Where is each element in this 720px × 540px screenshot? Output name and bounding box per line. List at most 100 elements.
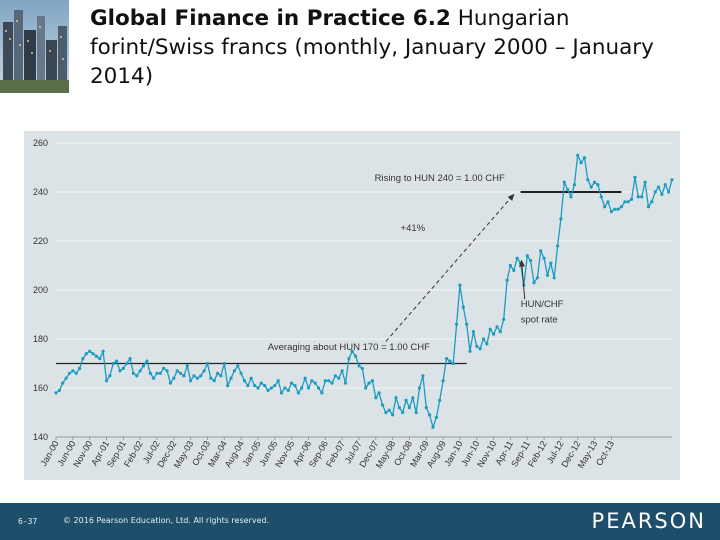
data-point-0 xyxy=(54,391,58,395)
data-point-85 xyxy=(340,369,344,373)
data-point-99 xyxy=(387,408,391,412)
data-point-52 xyxy=(229,376,233,380)
data-point-18 xyxy=(115,359,119,363)
data-point-126 xyxy=(478,347,482,351)
data-point-135 xyxy=(508,263,512,268)
data-point-86 xyxy=(343,381,348,385)
data-point-9 xyxy=(84,352,88,356)
data-point-118 xyxy=(451,361,455,366)
data-point-88 xyxy=(350,349,354,353)
data-point-7 xyxy=(78,366,82,370)
data-point-142 xyxy=(532,281,536,285)
data-point-96 xyxy=(377,391,381,395)
data-point-75 xyxy=(306,386,311,390)
data-point-53 xyxy=(232,369,236,373)
data-point-65 xyxy=(273,384,277,388)
annotation-spot-rate-line1: HUN/CHF xyxy=(521,299,564,310)
data-point-101 xyxy=(394,396,398,400)
data-point-166 xyxy=(613,207,617,211)
data-point-159 xyxy=(589,185,593,189)
data-point-81 xyxy=(327,379,331,383)
data-point-131 xyxy=(495,325,499,329)
data-point-50 xyxy=(222,361,226,366)
data-point-164 xyxy=(606,200,610,204)
data-point-173 xyxy=(636,195,640,199)
data-point-114 xyxy=(438,398,442,402)
data-point-108 xyxy=(417,386,422,390)
data-point-20 xyxy=(121,366,125,370)
data-point-124 xyxy=(471,330,475,334)
data-point-83 xyxy=(333,374,337,378)
data-point-77 xyxy=(313,381,317,385)
footer-bar: 6-37 © 2016 Pearson Education, Ltd. All … xyxy=(0,503,720,540)
data-point-92 xyxy=(364,386,368,390)
data-point-111 xyxy=(428,413,432,417)
data-point-19 xyxy=(118,369,122,373)
data-point-146 xyxy=(545,273,550,277)
data-point-49 xyxy=(219,374,223,378)
data-point-91 xyxy=(360,366,364,370)
data-point-113 xyxy=(434,415,438,419)
data-point-136 xyxy=(512,268,516,272)
data-point-38 xyxy=(182,374,186,378)
data-point-6 xyxy=(74,371,78,375)
data-point-15 xyxy=(104,379,109,383)
data-point-153 xyxy=(569,195,573,199)
data-point-37 xyxy=(178,371,183,375)
y-tick-label-260: 260 xyxy=(33,138,48,148)
data-point-79 xyxy=(320,391,324,395)
data-point-45 xyxy=(205,361,210,366)
spot-rate-arrow xyxy=(519,259,526,300)
reference-label-240: Rising to HUN 240 = 1.00 CHF xyxy=(375,173,505,184)
data-point-10 xyxy=(88,349,92,353)
data-point-68 xyxy=(283,386,287,390)
data-point-123 xyxy=(468,349,472,353)
data-point-130 xyxy=(492,332,496,336)
data-point-56 xyxy=(242,379,247,383)
data-point-106 xyxy=(411,396,415,400)
data-point-21 xyxy=(125,361,129,366)
data-point-169 xyxy=(623,200,627,204)
data-point-84 xyxy=(337,376,341,380)
data-point-152 xyxy=(566,188,570,192)
data-point-141 xyxy=(529,259,533,263)
data-point-120 xyxy=(458,283,462,287)
data-point-160 xyxy=(593,180,597,184)
y-tick-label-140: 140 xyxy=(33,432,48,442)
data-point-149 xyxy=(556,244,560,248)
copyright-notice: © 2016 Pearson Education, Ltd. All right… xyxy=(63,516,270,525)
data-point-98 xyxy=(384,410,388,415)
data-point-183 xyxy=(670,178,674,182)
data-point-60 xyxy=(256,386,260,390)
data-point-67 xyxy=(279,391,284,395)
data-point-170 xyxy=(626,200,630,204)
data-point-94 xyxy=(370,379,374,383)
data-point-103 xyxy=(401,410,405,415)
data-point-133 xyxy=(502,317,506,321)
data-point-76 xyxy=(310,379,314,383)
data-point-73 xyxy=(300,386,304,390)
data-point-39 xyxy=(185,364,189,368)
data-point-163 xyxy=(603,205,607,209)
data-point-33 xyxy=(165,369,169,373)
data-point-175 xyxy=(643,180,647,184)
data-point-165 xyxy=(609,210,614,214)
data-point-35 xyxy=(172,376,176,380)
data-point-144 xyxy=(539,249,543,253)
data-point-17 xyxy=(111,361,115,366)
data-point-41 xyxy=(192,374,196,378)
city-skyline-thumbnail xyxy=(0,0,69,93)
data-point-176 xyxy=(646,205,651,209)
data-point-147 xyxy=(549,261,553,265)
data-point-168 xyxy=(619,205,624,209)
data-point-5 xyxy=(71,369,75,373)
data-point-102 xyxy=(397,406,401,410)
data-point-32 xyxy=(162,366,166,370)
data-point-59 xyxy=(253,384,257,388)
data-point-157 xyxy=(582,156,587,160)
data-point-151 xyxy=(562,180,566,184)
data-point-14 xyxy=(101,349,105,353)
data-point-16 xyxy=(108,374,112,378)
reference-label-170: Averaging about HUN 170 = 1.00 CHF xyxy=(268,342,430,353)
